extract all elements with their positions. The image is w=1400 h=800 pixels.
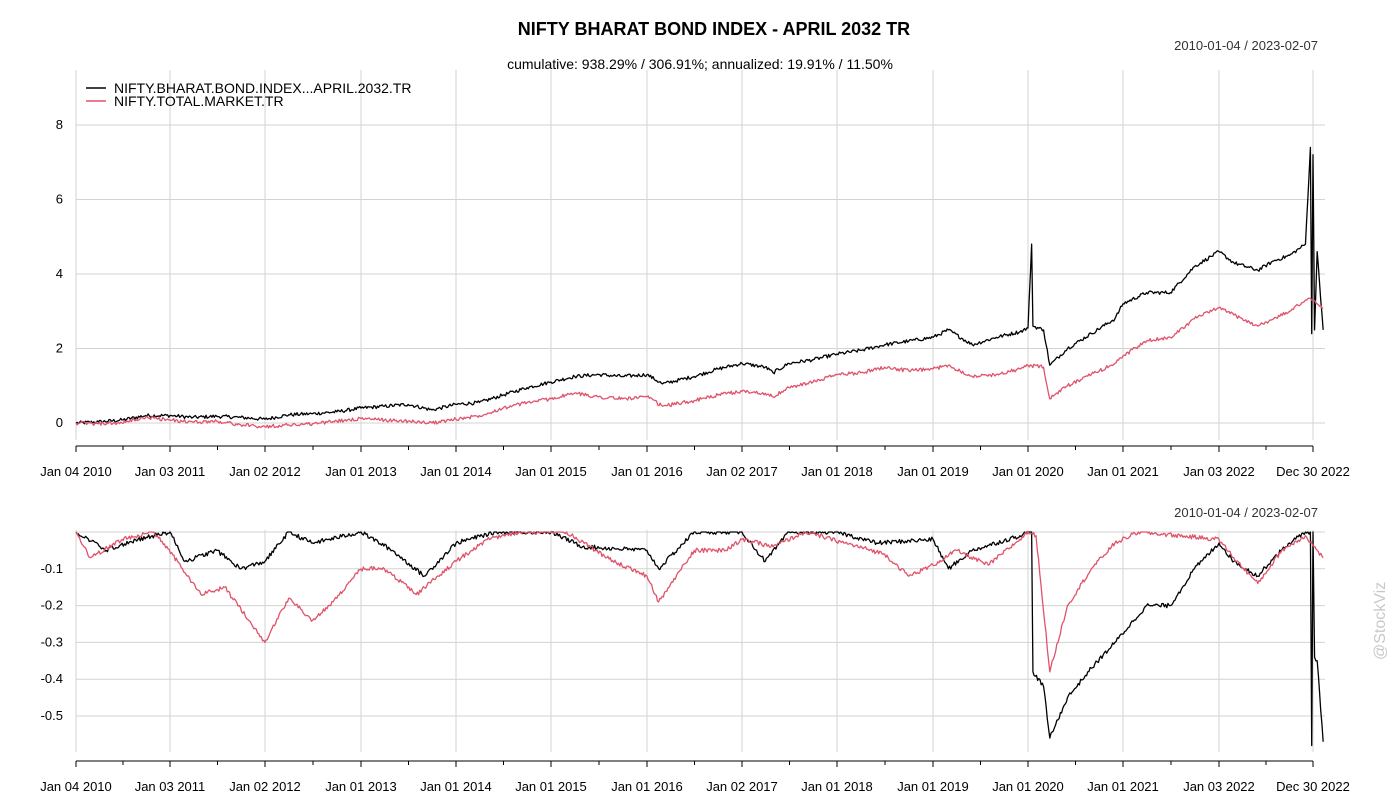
bot-x-tick-label: Jan 01 2013 — [325, 779, 397, 794]
top-x-tick-label: Jan 01 2016 — [611, 464, 683, 479]
top-panel-grid — [75, 70, 1325, 440]
bot-y-tick-label: -0.4 — [41, 671, 63, 686]
top-panel-series — [75, 146, 1324, 429]
bot-x-tick-label: Jan 01 2015 — [515, 779, 587, 794]
bot-x-tick-label: Jan 03 2022 — [1183, 779, 1255, 794]
bot-x-tick-label: Jan 04 2010 — [40, 779, 112, 794]
date-range-top: 2010-01-04 / 2023-02-07 — [1174, 38, 1318, 53]
legend-label-bond: NIFTY.BHARAT.BOND.INDEX...APRIL.2032.TR — [114, 80, 411, 96]
bot-x-tick-label: Jan 01 2020 — [992, 779, 1064, 794]
chart-subtitle: cumulative: 938.29% / 306.91%; annualize… — [507, 56, 893, 72]
bot-x-tick-label: Jan 02 2017 — [706, 779, 778, 794]
top-x-tick-label: Jan 01 2021 — [1087, 464, 1159, 479]
top-x-tick-label: Jan 03 2022 — [1183, 464, 1255, 479]
top-x-tick-label: Jan 01 2018 — [801, 464, 873, 479]
top-x-tick-label: Jan 01 2015 — [515, 464, 587, 479]
legend: NIFTY.BHARAT.BOND.INDEX...APRIL.2032.TR … — [86, 80, 411, 109]
bot-y-tick-label: -0.5 — [41, 708, 63, 723]
top-x-tick-label: Jan 04 2010 — [40, 464, 112, 479]
bot-x-tick-label: Jan 01 2014 — [420, 779, 492, 794]
top-panel-x-axis: Jan 04 2010 Jan 03 2011 Jan 02 2012 Jan 01 … — [40, 445, 1350, 479]
bot-x-tick-label: Dec 30 2022 — [1276, 779, 1350, 794]
watermark: @StockViz — [1372, 582, 1389, 660]
top-x-tick-label: Jan 02 2017 — [706, 464, 778, 479]
bottom-panel-series — [75, 531, 1324, 747]
top-x-tick-label: Jan 01 2019 — [897, 464, 969, 479]
bot-x-tick-label: Jan 03 2011 — [135, 779, 206, 794]
date-range-bottom: 2010-01-04 / 2023-02-07 — [1174, 505, 1318, 520]
top-y-tick-label: 0 — [56, 415, 63, 430]
top-x-tick-label: Jan 02 2012 — [229, 464, 301, 479]
bottom-panel-y-ticks: -0.1 -0.2 -0.3 -0.4 -0.5 — [41, 561, 63, 723]
top-series-bond-line — [75, 146, 1324, 425]
top-panel-y-ticks: 0 2 4 6 8 — [56, 117, 63, 430]
bot-x-tick-label: Jan 02 2012 — [229, 779, 301, 794]
top-y-tick-label: 8 — [56, 117, 63, 132]
bot-y-tick-label: -0.1 — [41, 561, 63, 576]
bot-x-tick-label: Jan 01 2021 — [1087, 779, 1159, 794]
bot-x-tick-label: Jan 01 2016 — [611, 779, 683, 794]
bottom-panel-x-axis: Jan 04 2010 Jan 03 2011 Jan 02 2012 Jan 01 … — [40, 760, 1350, 794]
legend-label-market: NIFTY.TOTAL.MARKET.TR — [114, 93, 284, 109]
top-series-market-line — [75, 297, 1324, 429]
top-x-tick-label: Jan 03 2011 — [135, 464, 206, 479]
bot-x-tick-label: Jan 01 2019 — [897, 779, 969, 794]
bot-series-bond-line — [75, 531, 1324, 747]
top-x-tick-label: Jan 01 2020 — [992, 464, 1064, 479]
bot-x-tick-label: Jan 01 2018 — [801, 779, 873, 794]
bot-y-tick-label: -0.2 — [41, 598, 63, 613]
top-y-tick-label: 2 — [56, 341, 63, 356]
bot-series-market-line — [75, 531, 1324, 673]
top-x-tick-label: Jan 01 2013 — [325, 464, 397, 479]
top-y-tick-label: 4 — [56, 266, 63, 281]
bot-y-tick-label: -0.3 — [41, 634, 63, 649]
top-x-tick-label: Dec 30 2022 — [1276, 464, 1350, 479]
chart-title: NIFTY BHARAT BOND INDEX - APRIL 2032 TR — [518, 19, 910, 39]
top-x-tick-label: Jan 01 2014 — [420, 464, 492, 479]
top-y-tick-label: 6 — [56, 192, 63, 207]
